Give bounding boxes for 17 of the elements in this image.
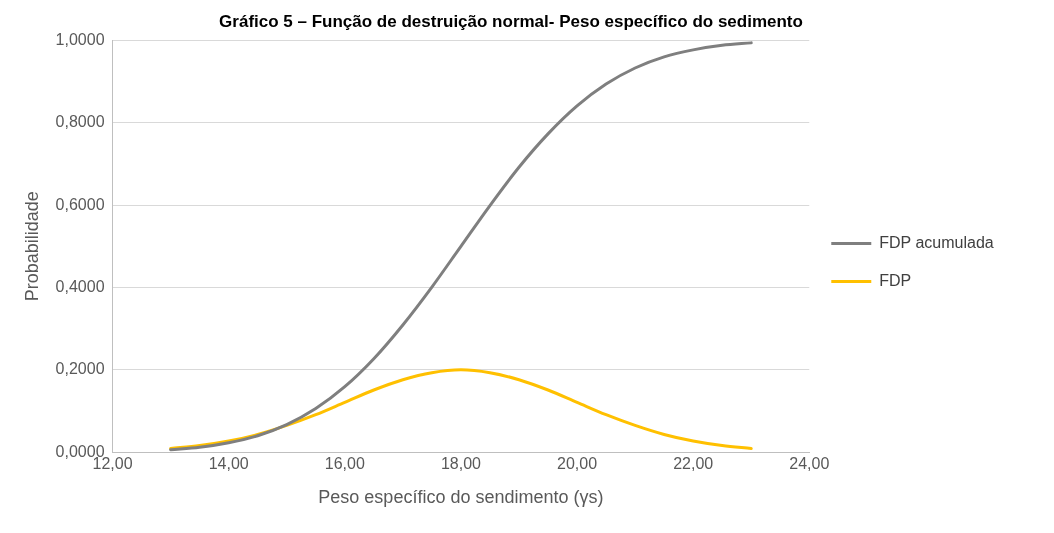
line-series bbox=[169, 41, 753, 452]
y-tick-label: 0,8000 bbox=[55, 113, 105, 131]
x-tick-label: 22,00 bbox=[673, 455, 714, 473]
legend-label: FDP acumulada bbox=[879, 233, 994, 251]
x-tick-label: 18,00 bbox=[440, 455, 482, 473]
y-tick-label: 0,6000 bbox=[55, 195, 105, 213]
x-tick-label: 14,00 bbox=[208, 455, 249, 473]
x-axis-title: Peso específico do sendimento (γs) bbox=[318, 487, 604, 508]
y-tick-label: 0,2000 bbox=[55, 360, 105, 378]
x-tick-label: 16,00 bbox=[324, 455, 365, 473]
legend-label: FDP bbox=[879, 271, 912, 289]
y-axis-title: Probabilidade bbox=[21, 191, 42, 302]
x-tick-label: 20,00 bbox=[557, 455, 598, 473]
chart-title: Gráfico 5 – Função de destruição normal- Peso específico do sedimento bbox=[219, 11, 803, 31]
y-tick-label: 1,0000 bbox=[55, 30, 105, 48]
y-tick-label: 0,4000 bbox=[55, 277, 105, 295]
x-tick-label: 24,00 bbox=[789, 455, 830, 473]
